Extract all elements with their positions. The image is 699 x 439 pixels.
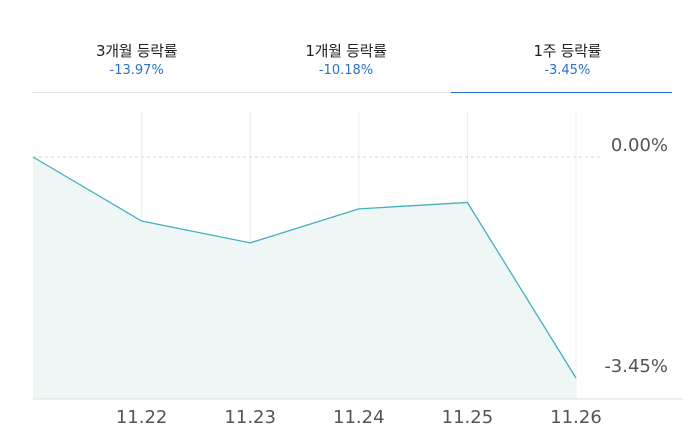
x-tick-label: 11.22 [116, 407, 168, 428]
tab-label: 1주 등락률 [533, 42, 602, 60]
tab-3month-change[interactable]: 3개월 등락률 -13.97% [32, 32, 241, 92]
y-tick-label: 0.00% [611, 135, 668, 156]
y-tick-label: -3.45% [604, 356, 668, 377]
period-tabs: 3개월 등락률 -13.97% 1개월 등락률 -10.18% 1주 등락률 -… [32, 32, 673, 93]
tab-1month-change[interactable]: 1개월 등락률 -10.18% [241, 32, 450, 92]
series-area [33, 157, 576, 399]
tab-value: -13.97% [109, 63, 164, 78]
series-line [32, 156, 577, 379]
x-tick-label: 11.26 [550, 407, 602, 428]
tab-label: 1개월 등락률 [305, 42, 387, 60]
x-tick-label: 11.25 [442, 407, 494, 428]
x-tick-label: 11.24 [333, 407, 385, 428]
tab-1week-change[interactable]: 1주 등락률 -3.45% [450, 32, 673, 93]
x-tick-label: 11.23 [224, 407, 276, 428]
tab-value: -10.18% [318, 63, 374, 78]
tab-label: 3개월 등락률 [96, 42, 178, 60]
tab-value: -3.45% [544, 63, 591, 78]
